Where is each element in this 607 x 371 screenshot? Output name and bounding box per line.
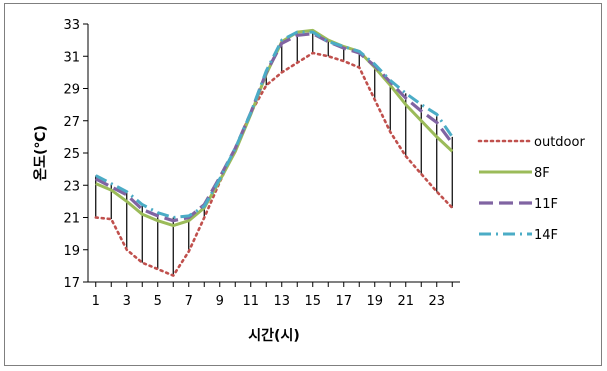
- x-tick-label: 19: [366, 294, 383, 309]
- series-line-outdoor: [94, 51, 454, 277]
- x-tick-label: 3: [123, 294, 131, 309]
- y-axis-ticks: 17 19 21 23 25 27 29 31 33: [63, 18, 88, 291]
- x-tick-label: 21: [397, 294, 414, 309]
- legend-label: 8F: [534, 166, 550, 181]
- legend-label: 14F: [534, 228, 558, 243]
- series-line-11f: [95, 32, 454, 223]
- x-axis-title: 시간(시): [248, 327, 299, 344]
- x-tick-label: 17: [335, 294, 352, 309]
- y-axis-title: 온도(℃): [33, 125, 49, 181]
- y-tick-label: 21: [63, 212, 80, 227]
- legend-label: 11F: [534, 197, 558, 212]
- x-tick-label: 13: [273, 294, 290, 309]
- series-layer: [94, 28, 454, 277]
- y-tick-label: 27: [63, 115, 80, 130]
- y-tick-label: 19: [63, 244, 80, 259]
- legend: outdoor 8F 11F 14F: [477, 135, 585, 243]
- x-tick-label: 1: [92, 294, 100, 309]
- y-tick-label: 23: [63, 179, 80, 194]
- series-line-14f: [95, 30, 454, 219]
- x-tick-label: 11: [242, 294, 259, 309]
- y-tick-label: 17: [63, 276, 80, 291]
- legend-label: outdoor: [534, 135, 585, 150]
- y-tick-label: 31: [63, 50, 80, 65]
- y-tick-label: 25: [63, 147, 80, 162]
- x-axis-ticks: 1 3 5 7 9 11 13 15 17 19 21 23: [92, 282, 453, 309]
- x-tick-label: 15: [304, 294, 321, 309]
- y-tick-label: 33: [63, 18, 80, 33]
- y-tick-label: 29: [63, 83, 80, 98]
- x-tick-label: 7: [185, 294, 193, 309]
- x-tick-label: 9: [216, 294, 224, 309]
- x-tick-label: 23: [428, 294, 445, 309]
- x-tick-label: 5: [154, 294, 162, 309]
